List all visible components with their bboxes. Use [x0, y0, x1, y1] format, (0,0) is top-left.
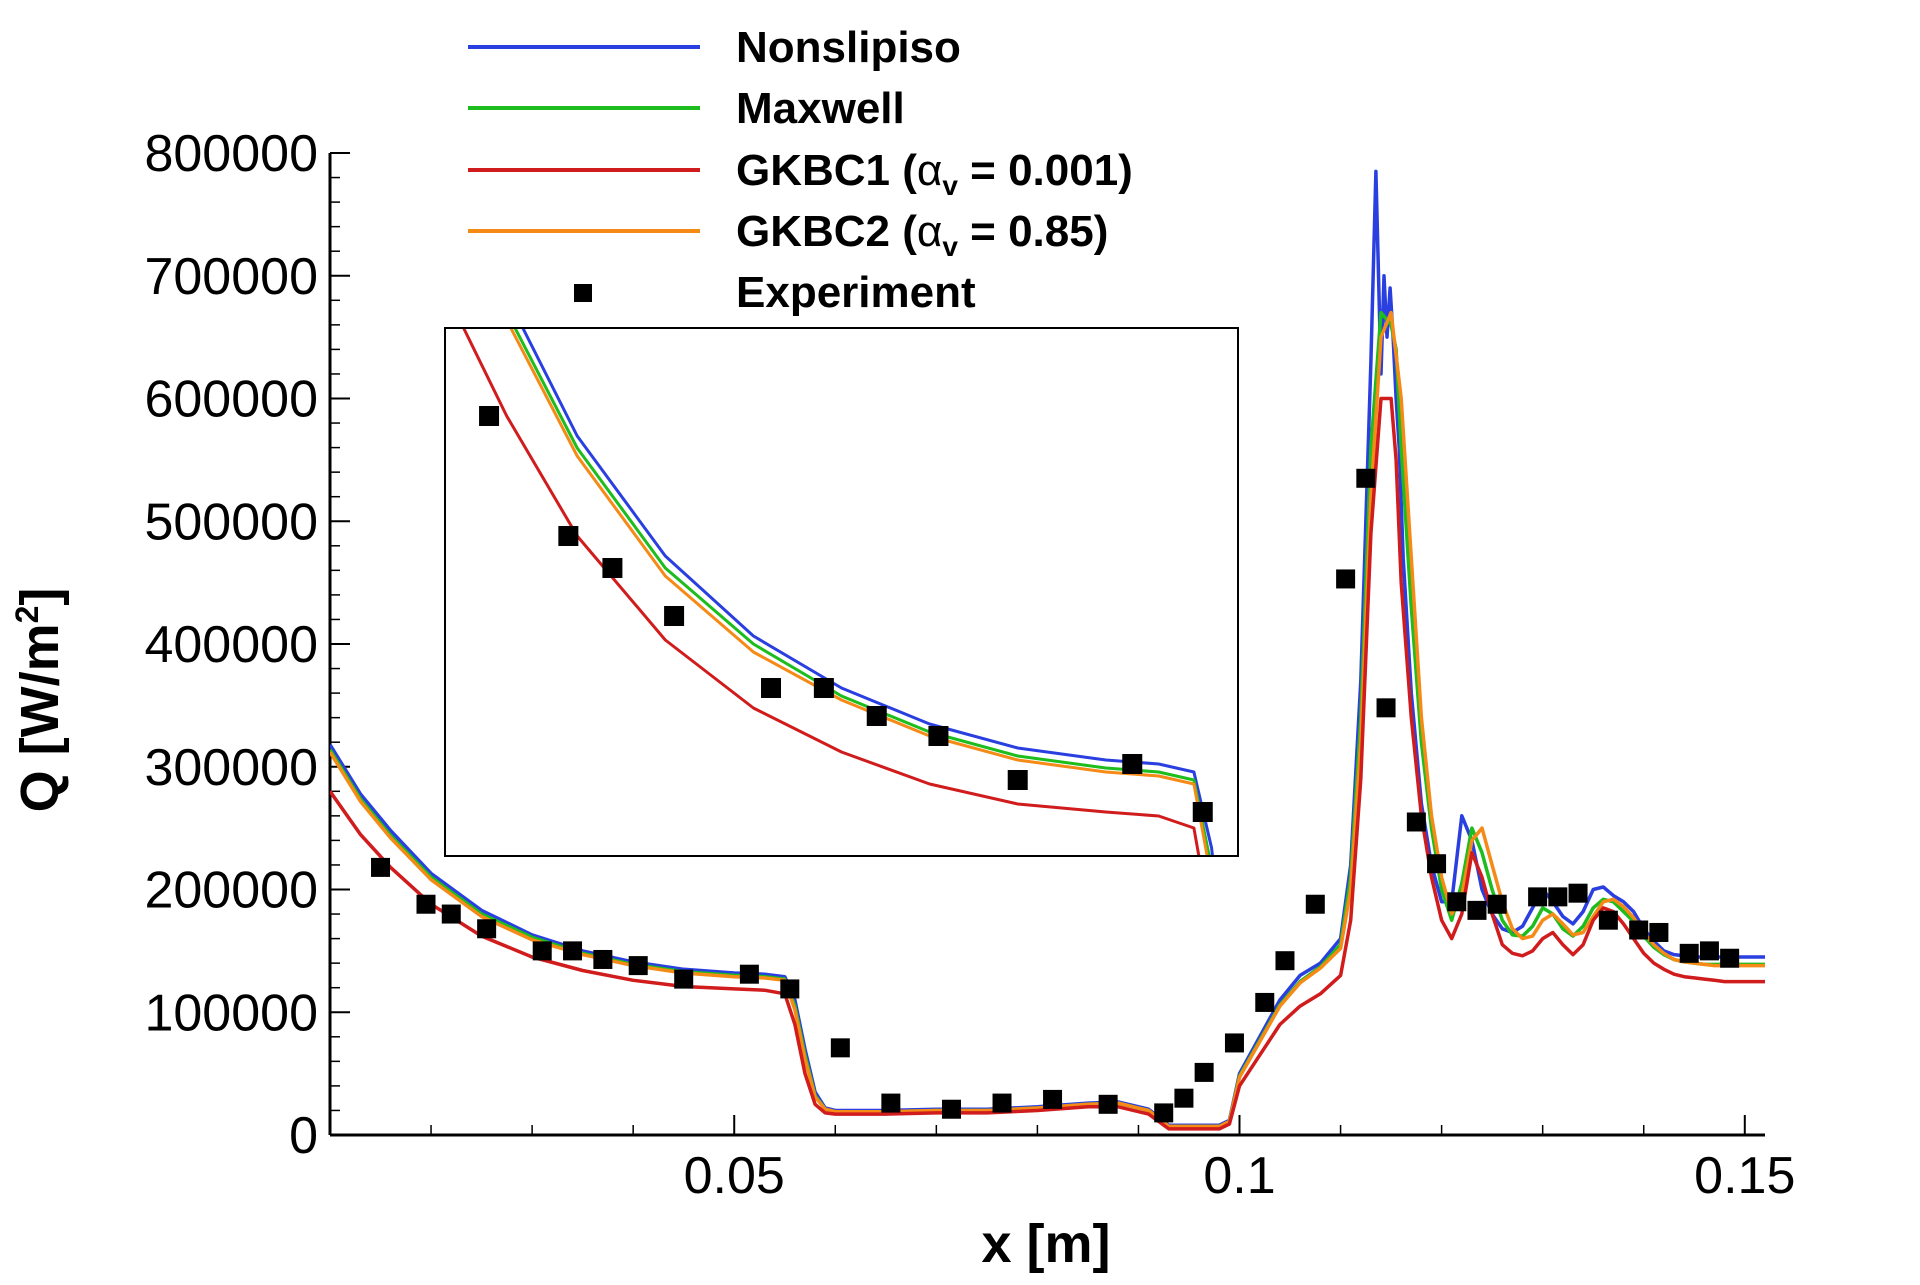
inset-experiment-point	[479, 406, 500, 426]
y-tick-label-0: 0	[289, 1107, 318, 1165]
y-axis-title-main: Q [W/m	[10, 623, 70, 812]
experiment-point	[830, 1038, 850, 1058]
experiment-point	[416, 894, 436, 914]
inset-border	[444, 327, 1239, 857]
experiment-point	[992, 1093, 1012, 1113]
legend-label-gkbc2: GKBC2 (αv = 0.85)	[736, 207, 1108, 262]
experiment-point	[1447, 892, 1467, 912]
svg-text:Q [W/m2]: Q [W/m2]	[9, 588, 70, 813]
experiment-point	[441, 904, 461, 924]
inset-experiment-point	[866, 706, 887, 726]
experiment-point	[1154, 1103, 1174, 1123]
y-tick-label-4: 400000	[144, 616, 318, 674]
experiment-point	[739, 964, 759, 984]
experiment-point	[371, 857, 391, 877]
experiment-point	[1629, 920, 1649, 940]
experiment-point	[1275, 951, 1295, 971]
experiment-point	[1528, 887, 1548, 907]
inset-experiment-point	[1122, 754, 1143, 774]
inset-experiment-point	[1192, 802, 1213, 822]
main-plot: 0 100000 200000 300000 400000 500000 600000 700…	[144, 125, 1795, 1205]
experiment-point	[563, 941, 583, 961]
y-axis-title-sup: 2	[9, 606, 45, 624]
legend-label-gkbc1: GKBC1 (αv = 0.001)	[736, 146, 1133, 201]
y-tick-label-6: 600000	[144, 371, 318, 429]
y-tick-label-1: 100000	[144, 984, 318, 1042]
experiment-point	[1224, 1033, 1244, 1053]
experiment-point	[593, 949, 613, 969]
experiment-point	[1174, 1088, 1194, 1108]
experiment-point	[1487, 894, 1507, 914]
legend-label-nonslipiso: Nonslipiso	[736, 23, 961, 72]
experiment-point	[1194, 1062, 1214, 1082]
experiment-point	[1568, 883, 1588, 903]
experiment-point	[674, 969, 694, 989]
experiment-point	[1679, 943, 1699, 963]
experiment-point	[1548, 887, 1568, 907]
inset-series-line-nonslipiso	[521, 328, 1214, 856]
inset-experiment-point	[1007, 770, 1028, 790]
y-axis-title-close: ]	[10, 588, 70, 606]
x-tick-label-0: 0.05	[684, 1147, 785, 1205]
inset-series-line-gkbc1	[461, 328, 1201, 856]
inset-plot	[444, 327, 1239, 857]
y-tick-label-8: 800000	[144, 125, 318, 183]
experiment-point	[1427, 854, 1447, 874]
experiment-point	[1649, 922, 1669, 942]
experiment-point	[1305, 894, 1325, 914]
experiment-point	[1720, 948, 1740, 968]
series-line-gkbc2	[330, 310, 1765, 1129]
experiment-point	[1336, 569, 1356, 589]
inset-experiment-point	[602, 558, 623, 578]
y-tick-label-5: 500000	[144, 493, 318, 551]
inset-experiment-point	[558, 526, 579, 546]
inset-series-line-maxwell	[513, 328, 1211, 856]
x-tick-label-2: 0.15	[1694, 1147, 1795, 1205]
experiment-point	[1376, 698, 1396, 718]
experiment-point	[477, 919, 497, 939]
experiment-point	[941, 1099, 961, 1119]
experiment-point	[1598, 910, 1618, 930]
legend-label-experiment: Experiment	[736, 268, 976, 317]
legend-swatch-experiment	[574, 284, 592, 302]
x-axis-title: x [m]	[981, 1214, 1110, 1274]
legend-label-maxwell: Maxwell	[736, 84, 905, 133]
legend: Nonslipiso Maxwell GKBC1 (αv = 0.001) GK…	[468, 23, 1133, 317]
experiment-point	[1699, 941, 1719, 961]
experiment-point	[1255, 992, 1275, 1012]
inset-experiment-point	[928, 726, 949, 746]
experiment-point	[1356, 468, 1376, 488]
experiment-point	[628, 956, 648, 976]
experiment-point	[780, 979, 800, 999]
y-axis-title: Q [W/m2]	[9, 588, 70, 813]
y-tick-label-3: 300000	[144, 739, 318, 797]
experiment-point	[1043, 1089, 1063, 1109]
inset-experiment-point	[664, 606, 685, 626]
inset-experiment-point	[813, 678, 834, 698]
inset-experiment-point	[761, 678, 782, 698]
y-tick-label-7: 700000	[144, 248, 318, 306]
experiment-point	[1098, 1094, 1118, 1114]
inset-series-line-gkbc2	[509, 328, 1209, 856]
y-tick-label-2: 200000	[144, 862, 318, 920]
experiment-point	[1406, 812, 1426, 832]
experiment-point	[881, 1093, 901, 1113]
x-tick-label-1: 0.1	[1203, 1147, 1275, 1205]
experiment-point	[532, 941, 552, 961]
experiment-point	[1467, 900, 1487, 920]
